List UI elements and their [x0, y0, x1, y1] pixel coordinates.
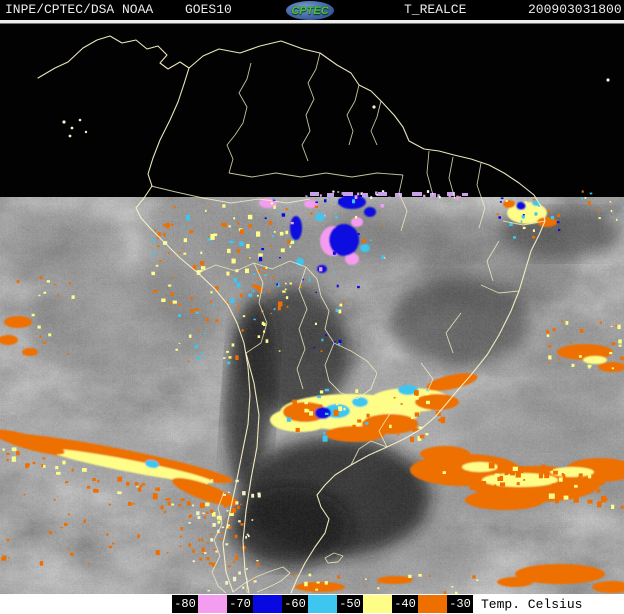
seam-enhancement-strip — [310, 192, 468, 197]
legend-label: -30 — [447, 595, 473, 613]
network-label: NOAA — [122, 2, 154, 17]
satellite-map-svg — [0, 22, 624, 594]
legend-swatch — [363, 595, 392, 613]
legend-label: -80 — [172, 595, 198, 613]
map-borders — [37, 35, 610, 594]
legend-swatch — [198, 595, 227, 613]
legend-swatch — [308, 595, 337, 613]
product-label: T_REALCE — [404, 2, 467, 17]
legend-label: -50 — [337, 595, 363, 613]
legend-label: -40 — [392, 595, 418, 613]
legend-scale: -80 -70 -60 -50 -40 -30 — [172, 595, 473, 613]
map-top-frame-line — [0, 22, 624, 24]
legend-title: Temp. Celsius — [481, 596, 583, 612]
enhancement-speckles — [1, 190, 624, 594]
satellite-label: GOES10 — [185, 2, 232, 17]
timestamp-label: 200903031800 — [528, 2, 622, 17]
legend-swatch — [418, 595, 447, 613]
legend-label: -60 — [282, 595, 308, 613]
agency-label: INPE/CPTEC/DSA — [5, 2, 115, 17]
legend-bar: -80 -70 -60 -50 -40 -30 Temp. Celsius — [0, 594, 624, 614]
legend-swatch — [253, 595, 282, 613]
header-bar: INPE/CPTEC/DSA NOAA GOES10 CPTEC T_REALC… — [0, 0, 624, 22]
cptec-logo: CPTEC — [286, 1, 334, 20]
satellite-map-image — [0, 22, 624, 594]
legend-label: -70 — [227, 595, 253, 613]
